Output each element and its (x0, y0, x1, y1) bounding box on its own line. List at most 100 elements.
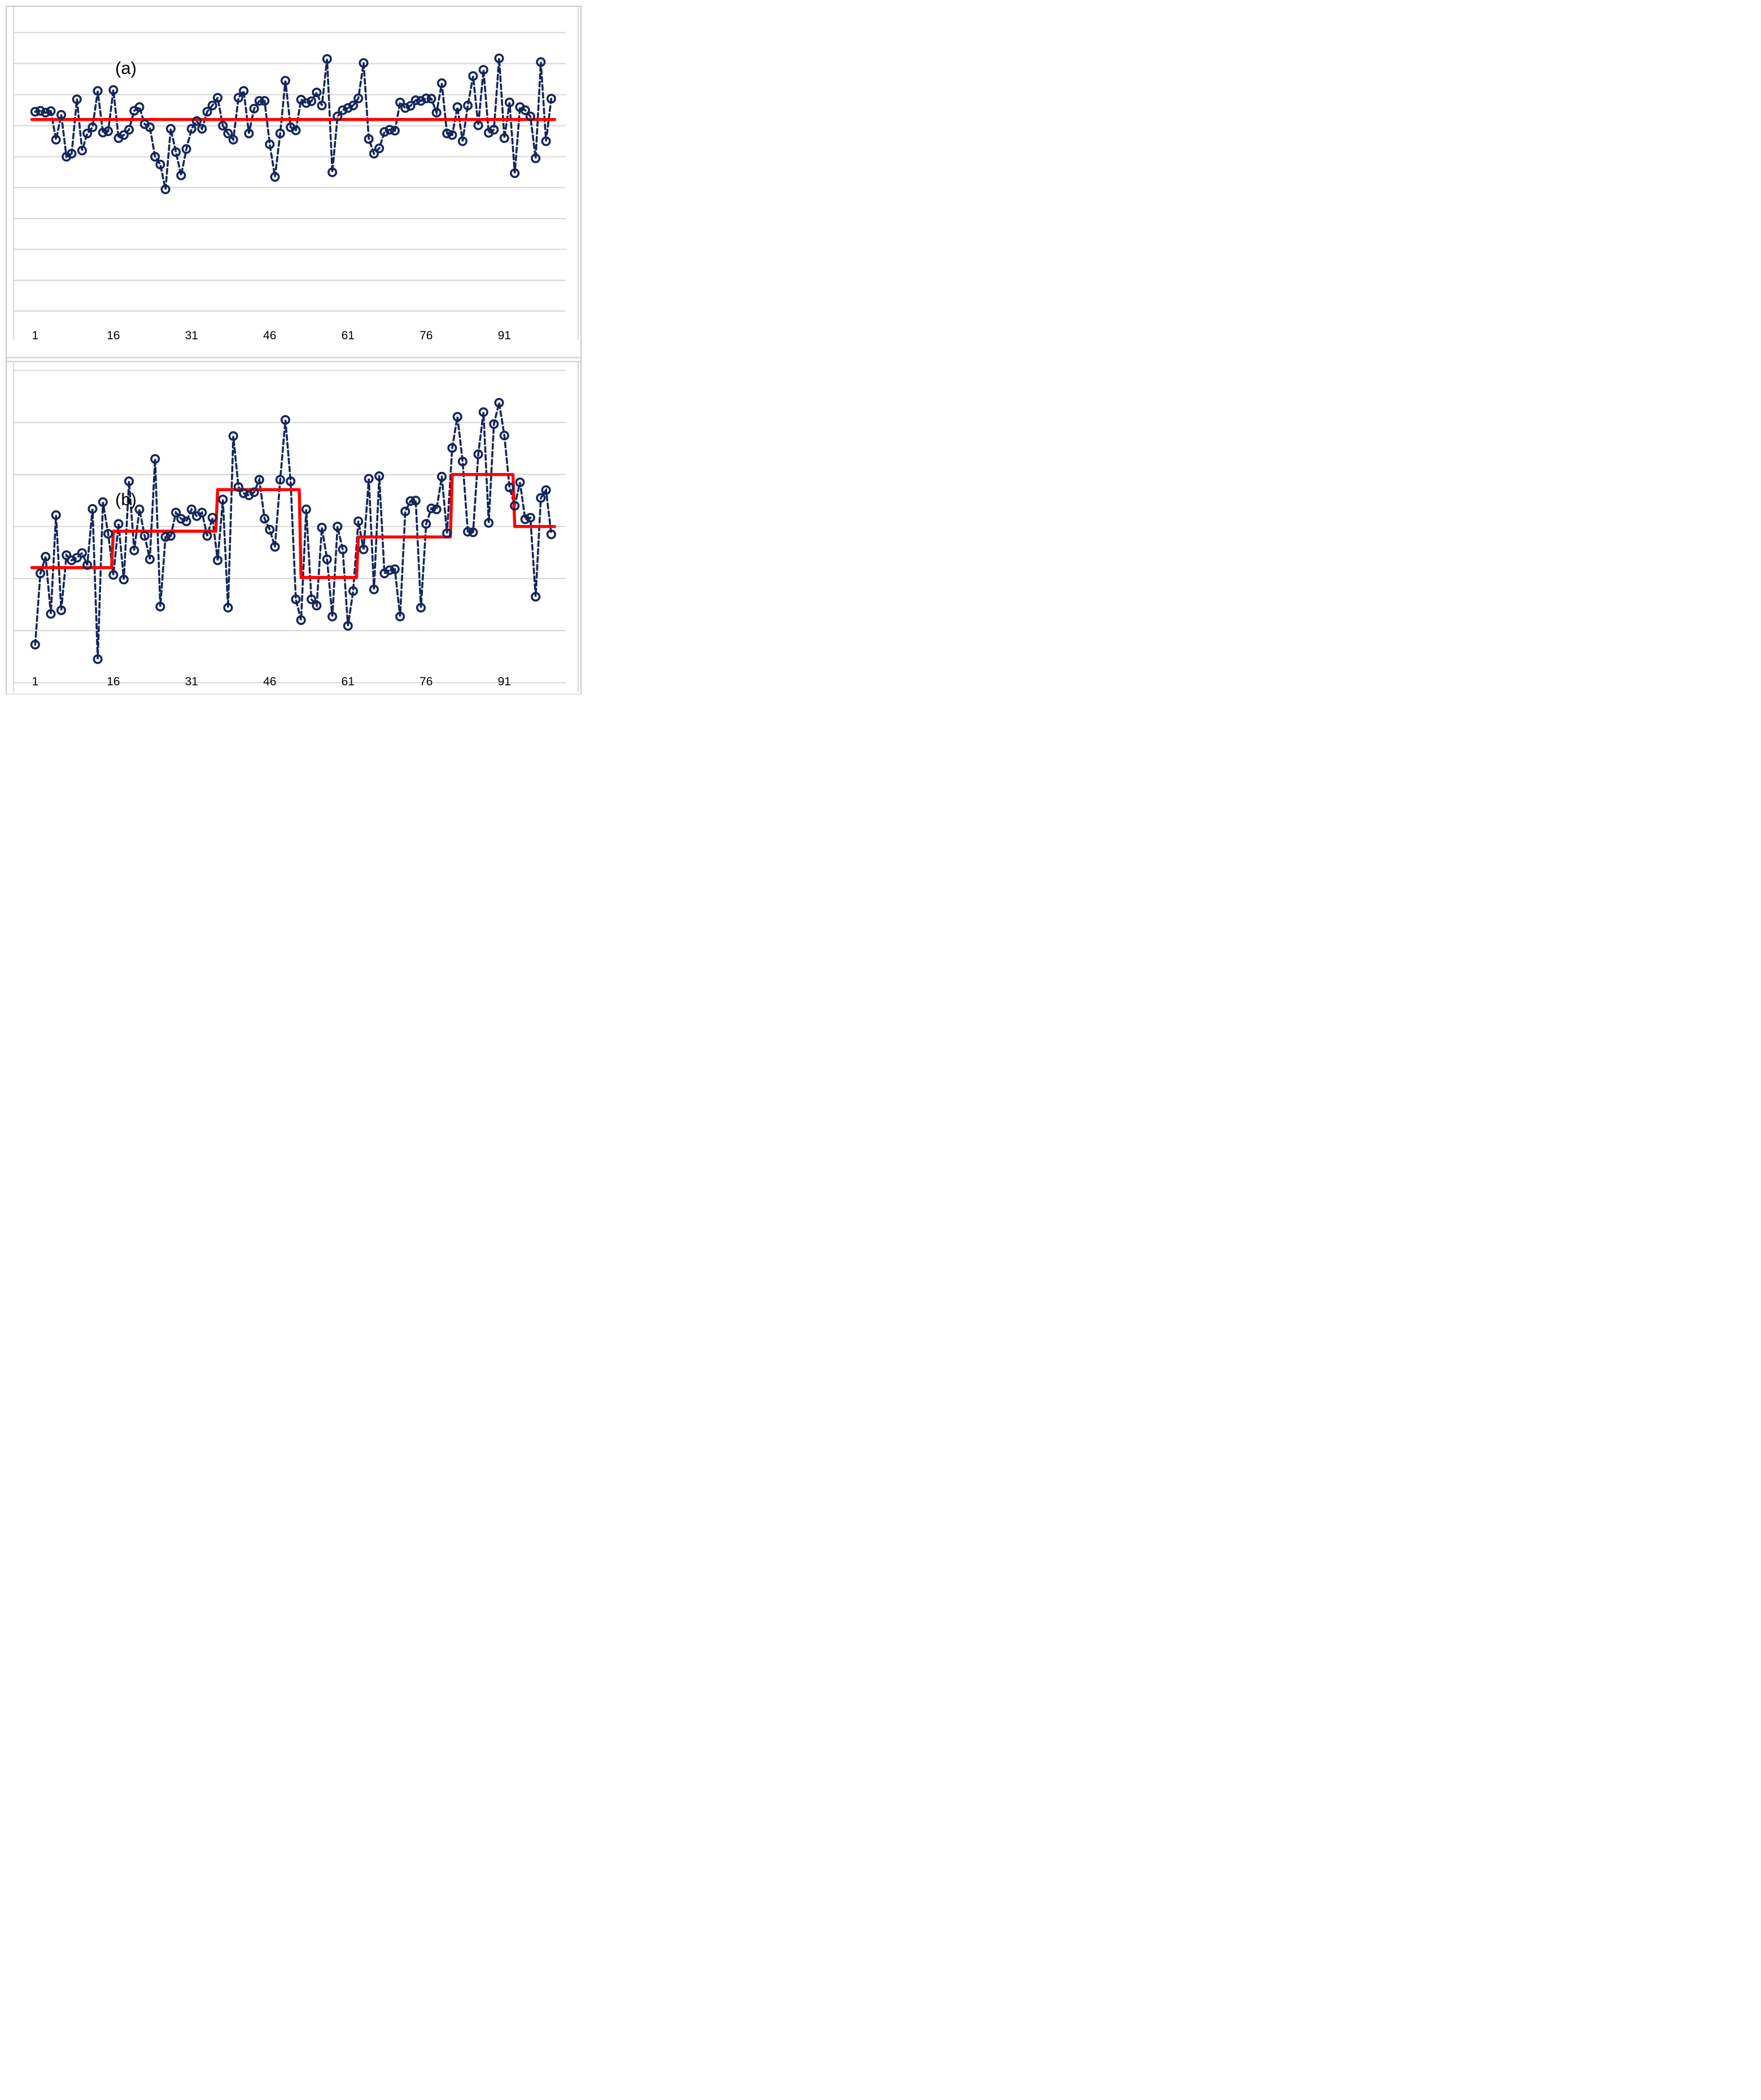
data-point-marker[interactable] (207, 100, 217, 111)
data-point-marker[interactable] (312, 88, 322, 98)
data-point-marker[interactable] (426, 94, 436, 104)
data-point-marker[interactable] (51, 510, 61, 520)
data-point-marker[interactable] (88, 504, 98, 514)
data-point-marker[interactable] (181, 144, 191, 154)
data-point-marker[interactable] (410, 95, 421, 106)
data-point-marker[interactable] (520, 514, 530, 524)
data-point-marker[interactable] (405, 496, 416, 506)
data-point-marker[interactable] (390, 125, 400, 136)
data-point-marker[interactable] (374, 471, 384, 481)
data-point-marker[interactable] (447, 443, 457, 453)
data-point-marker[interactable] (301, 98, 311, 108)
data-point-marker[interactable] (41, 552, 51, 562)
data-point-marker[interactable] (171, 508, 181, 518)
data-point-marker[interactable] (541, 136, 551, 146)
data-point-marker[interactable] (525, 513, 535, 523)
data-point-marker[interactable] (275, 475, 285, 485)
data-point-marker[interactable] (77, 146, 87, 156)
data-point-marker[interactable] (541, 485, 551, 495)
data-point-marker[interactable] (56, 110, 67, 120)
data-point-marker[interactable] (333, 111, 343, 121)
data-point-marker[interactable] (218, 495, 228, 505)
data-point-marker[interactable] (463, 527, 473, 537)
data-point-marker[interactable] (218, 121, 228, 131)
data-point-marker[interactable] (353, 516, 364, 527)
data-point-marker[interactable] (207, 513, 217, 523)
data-point-marker[interactable] (463, 100, 473, 111)
data-point-marker[interactable] (468, 71, 478, 81)
data-point-marker[interactable] (270, 542, 280, 552)
data-point-marker[interactable] (275, 128, 285, 138)
data-point-marker[interactable] (119, 130, 129, 140)
data-point-marker[interactable] (525, 111, 535, 121)
data-point-marker[interactable] (46, 609, 56, 619)
data-point-marker[interactable] (124, 125, 134, 135)
data-point-marker[interactable] (457, 136, 467, 146)
data-point-marker[interactable] (160, 184, 171, 194)
data-point-marker[interactable] (72, 553, 82, 563)
data-point-marker[interactable] (286, 476, 296, 487)
observed-series-line[interactable] (34, 402, 553, 659)
data-point-marker[interactable] (244, 128, 254, 138)
data-point-marker[interactable] (421, 93, 431, 103)
data-point-marker[interactable] (431, 108, 442, 118)
data-point-marker[interactable] (67, 148, 77, 159)
data-point-marker[interactable] (379, 127, 390, 137)
data-point-marker[interactable] (176, 170, 186, 181)
data-point-marker[interactable] (494, 53, 504, 63)
data-point-marker[interactable] (317, 523, 327, 533)
data-point-marker[interactable] (155, 602, 165, 612)
data-point-marker[interactable] (291, 125, 301, 135)
data-point-marker[interactable] (186, 124, 196, 134)
data-point-marker[interactable] (322, 554, 332, 565)
data-point-marker[interactable] (400, 103, 410, 113)
data-point-marker[interactable] (239, 86, 249, 96)
data-point-marker[interactable] (457, 457, 467, 467)
data-point-marker[interactable] (510, 501, 520, 511)
data-point-marker[interactable] (359, 58, 369, 68)
data-point-marker[interactable] (296, 615, 306, 625)
data-point-marker[interactable] (301, 504, 311, 514)
data-point-marker[interactable] (416, 96, 426, 106)
data-point-marker[interactable] (473, 120, 483, 130)
data-point-marker[interactable] (400, 506, 410, 517)
data-point-marker[interactable] (124, 476, 134, 487)
data-point-marker[interactable] (233, 482, 243, 492)
data-point-marker[interactable] (145, 554, 155, 565)
data-point-marker[interactable] (353, 93, 364, 103)
data-point-marker[interactable] (41, 108, 51, 118)
data-point-marker[interactable] (171, 147, 181, 157)
data-point-marker[interactable] (145, 122, 155, 132)
data-point-marker[interactable] (364, 474, 374, 484)
data-point-marker[interactable] (499, 133, 509, 143)
data-point-marker[interactable] (223, 602, 233, 613)
data-point-marker[interactable] (119, 575, 129, 585)
data-point-marker[interactable] (359, 544, 369, 554)
data-point-marker[interactable] (103, 126, 113, 137)
data-point-marker[interactable] (186, 504, 196, 514)
data-point-marker[interactable] (431, 504, 442, 514)
data-point-marker[interactable] (468, 527, 478, 537)
data-point-marker[interactable] (436, 471, 447, 482)
data-point-marker[interactable] (165, 124, 176, 134)
data-point-marker[interactable] (384, 125, 395, 135)
data-point-marker[interactable] (98, 128, 108, 138)
data-point-marker[interactable] (520, 105, 530, 115)
data-point-marker[interactable] (150, 454, 160, 464)
data-point-marker[interactable] (307, 96, 317, 106)
data-point-marker[interactable] (260, 96, 270, 106)
data-point-marker[interactable] (212, 555, 223, 566)
data-point-marker[interactable] (181, 516, 191, 527)
data-point-marker[interactable] (484, 518, 494, 528)
data-point-marker[interactable] (536, 493, 546, 503)
data-point-marker[interactable] (546, 94, 556, 104)
data-point-marker[interactable] (197, 508, 207, 518)
data-point-marker[interactable] (160, 532, 171, 542)
data-point-marker[interactable] (239, 488, 249, 498)
data-point-marker[interactable] (312, 601, 322, 611)
data-point-marker[interactable] (494, 397, 504, 408)
data-point-marker[interactable] (536, 57, 546, 67)
data-point-marker[interactable] (202, 531, 212, 541)
data-point-marker[interactable] (155, 159, 165, 169)
data-point-marker[interactable] (504, 483, 515, 493)
